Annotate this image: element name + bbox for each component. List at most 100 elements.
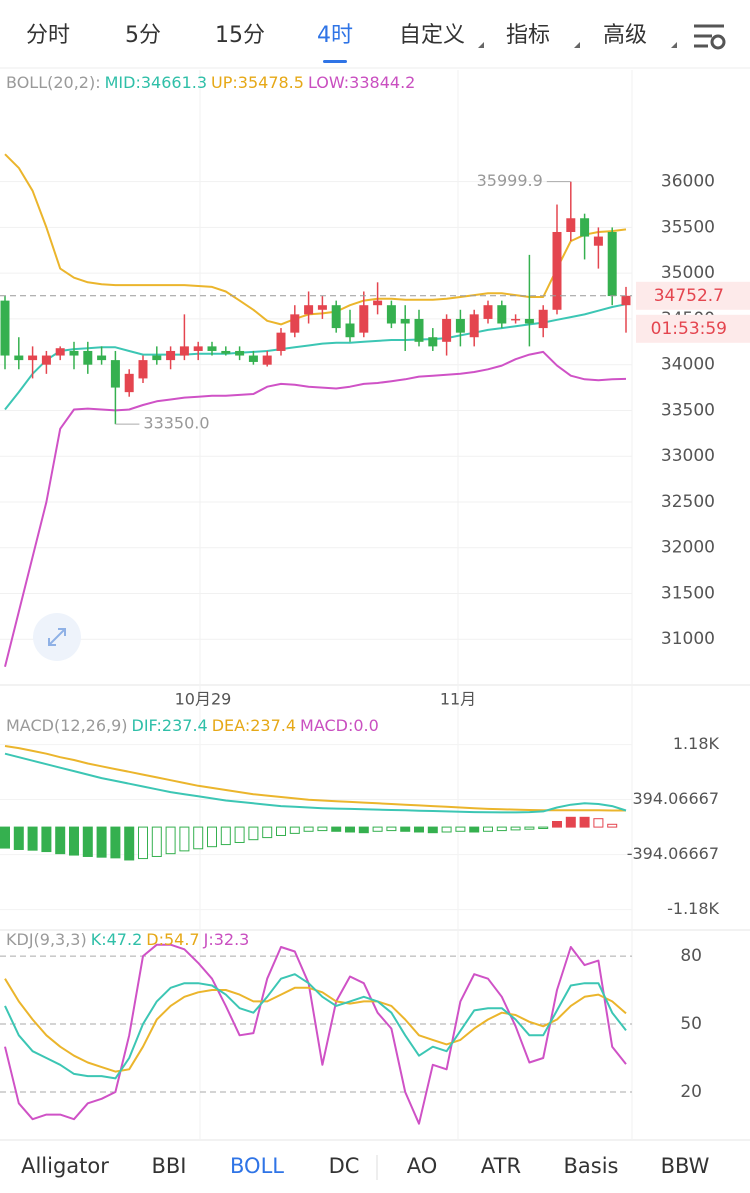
last-price-label: 34752.7 xyxy=(654,286,724,306)
settings-icon[interactable] xyxy=(694,24,724,48)
macd-bar xyxy=(151,826,162,857)
macd-bar xyxy=(165,826,176,855)
legend-k: K:47.2 xyxy=(90,930,143,949)
boll-low-line xyxy=(4,350,627,667)
j-line xyxy=(4,943,627,1125)
countdown-label: 01:53:59 xyxy=(651,319,727,339)
candle-body xyxy=(276,332,286,351)
indicator-tab[interactable]: DC xyxy=(329,1154,360,1178)
macd-bar xyxy=(27,826,38,851)
macd-bar xyxy=(55,826,66,855)
indicator-tab[interactable]: AO xyxy=(407,1154,438,1178)
macd-bar xyxy=(469,826,480,833)
macd-bar xyxy=(427,826,438,834)
indicator-tab[interactable]: BBI xyxy=(151,1154,186,1178)
high-label: 35999.9 xyxy=(477,171,543,190)
macd-bar xyxy=(303,826,314,832)
y-tick-label: 32000 xyxy=(661,538,715,558)
x-tick-label: 11月 xyxy=(440,690,476,709)
y-tick-label: 80 xyxy=(680,946,702,966)
macd-bar xyxy=(124,826,135,861)
candle-body xyxy=(262,355,272,365)
candle-body xyxy=(317,305,327,310)
indicator-tab[interactable]: Basis xyxy=(564,1154,619,1178)
x-tick-label: 10月29 xyxy=(175,690,232,709)
macd-bar xyxy=(607,823,618,828)
candle-body xyxy=(414,318,424,342)
legend-dif: DIF:237.4 xyxy=(131,716,208,735)
y-tick-label: 1.18K xyxy=(673,734,720,753)
macd-bar xyxy=(358,826,369,834)
candle-body xyxy=(28,355,38,361)
candle-body xyxy=(14,355,24,361)
macd-bar xyxy=(138,826,148,860)
expand-icon[interactable] xyxy=(48,628,66,646)
y-tick-label: 34000 xyxy=(661,355,715,375)
y-tick-label: 31000 xyxy=(661,629,715,649)
tab[interactable]: 4时 xyxy=(317,23,353,48)
macd-bar xyxy=(345,826,355,833)
countdown-box xyxy=(636,314,750,343)
legend-j: J:32.3 xyxy=(203,930,250,949)
legend-mid: MID:34661.3 xyxy=(104,73,208,92)
candle-body xyxy=(593,236,603,246)
candle-body xyxy=(248,355,258,362)
candle-body xyxy=(290,314,300,333)
dropdown-caret xyxy=(574,42,580,48)
macd-bar xyxy=(593,818,604,828)
indicator-tab[interactable]: BBW xyxy=(661,1154,710,1178)
macd-bar xyxy=(193,826,204,850)
macd-bar xyxy=(414,826,424,833)
macd-bar xyxy=(510,826,521,831)
settings-icon[interactable] xyxy=(710,34,726,50)
candle-body xyxy=(538,309,548,329)
macd-bar xyxy=(41,826,52,853)
y-tick-label: 50 xyxy=(680,1014,702,1034)
candle-body xyxy=(0,300,10,356)
macd-bar xyxy=(579,816,590,828)
candle-body xyxy=(166,350,176,361)
candle-body xyxy=(331,305,341,329)
low-label: 33350.0 xyxy=(143,414,209,433)
candle-body xyxy=(373,300,383,306)
indicator-tab[interactable]: BOLL xyxy=(230,1154,284,1178)
kdj-legend: KDJ(9,3,3) K:47.2 D:54.7 J:32.3 xyxy=(6,930,253,949)
indicator-tab[interactable]: ATR xyxy=(481,1154,521,1178)
legend-up: UP:35478.5 xyxy=(211,73,304,92)
tab-indicator xyxy=(323,60,347,63)
macd-bar xyxy=(552,821,562,828)
macd-bar xyxy=(496,826,507,832)
y-tick-label: -1.18K xyxy=(667,899,719,918)
legend-title: MACD(12,26,9) xyxy=(6,716,128,735)
candle-body xyxy=(235,350,245,356)
candle-body xyxy=(607,231,617,297)
y-tick-label: 35000 xyxy=(661,263,715,283)
candle-body xyxy=(469,314,479,338)
macd-bar xyxy=(276,826,286,836)
macd-bar xyxy=(69,826,79,856)
candle-body xyxy=(138,360,148,379)
indicator-tab[interactable]: Alligator xyxy=(21,1154,109,1178)
tab[interactable]: 分时 xyxy=(26,23,70,48)
macd-bar xyxy=(179,826,190,852)
tab[interactable]: 指标 xyxy=(506,23,550,48)
candle-body xyxy=(83,350,93,365)
candle-body xyxy=(566,218,576,232)
tab[interactable]: 高级 xyxy=(603,23,647,48)
candle-body xyxy=(497,305,507,324)
dropdown-caret xyxy=(671,42,677,48)
legend-dea: DEA:237.4 xyxy=(211,716,297,735)
candle-body xyxy=(580,218,590,237)
boll-mid-line xyxy=(4,303,627,411)
tab[interactable]: 5分 xyxy=(125,23,161,48)
legend-macd: MACD:0.0 xyxy=(300,716,379,735)
macd-bar xyxy=(400,826,411,832)
macd-bar xyxy=(110,826,121,859)
candle-body xyxy=(97,355,107,361)
tab[interactable]: 自定义 xyxy=(399,23,465,48)
macd-bar xyxy=(483,826,493,832)
tab[interactable]: 15分 xyxy=(215,23,265,48)
candle-body xyxy=(524,318,534,324)
y-tick-label: -394.06667 xyxy=(627,844,719,863)
